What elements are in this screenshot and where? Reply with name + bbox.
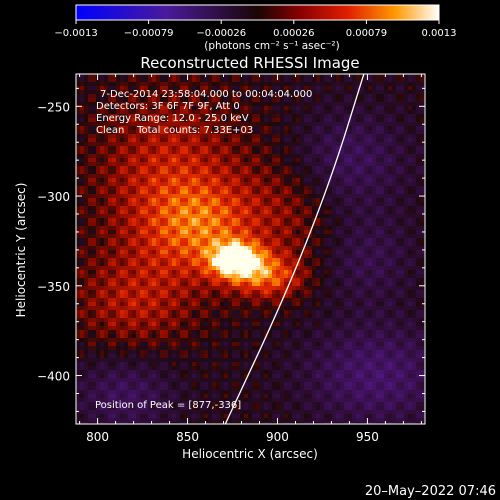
colorbar-tick-label: −0.00026 xyxy=(196,28,246,39)
x-tick-label: 900 xyxy=(266,430,289,444)
colorbar-units-label: (photons cm⁻² s⁻¹ asec⁻²) xyxy=(204,40,339,52)
y-tick-label: −250 xyxy=(37,100,70,114)
render-timestamp: 20–May–2022 07:46 xyxy=(365,484,496,499)
y-tick-label: −350 xyxy=(37,280,70,294)
colorbar-tick-label: 0.00026 xyxy=(273,28,314,39)
annotation-block: 7-Dec-2014 23:58:04.000 to 00:04:04.000 … xyxy=(96,89,312,136)
colorbar-tick-label: −0.0013 xyxy=(54,28,97,39)
annotation-counts: Clean Total counts: 7.33E+03 xyxy=(96,125,253,136)
plot-frame xyxy=(75,73,426,425)
solar-limb-curve xyxy=(224,74,365,424)
y-tick-label: −300 xyxy=(37,190,70,204)
colorbar-tick-label: 0.00079 xyxy=(346,28,387,39)
peak-position-label: Position of Peak = [877,-336] xyxy=(95,400,241,411)
x-tick-label: 950 xyxy=(356,430,379,444)
heatmap-image xyxy=(76,74,425,424)
y-tick-label: −400 xyxy=(37,370,70,384)
x-tick-label: 800 xyxy=(86,430,109,444)
annotation-detectors: Detectors: 3F 6F 7F 9F, Att 0 xyxy=(96,101,240,112)
axis-ticks: 800 850 900 950 −250 −300 −350 −400 xyxy=(37,74,425,444)
annotation-energy: Energy Range: 12.0 - 25.0 keV xyxy=(96,113,249,124)
colorbar: −0.0013 −0.00079 −0.00026 0.00026 0.00079 0.0… xyxy=(54,4,457,52)
plot-area: 800 850 900 950 −250 −300 −350 −400 7-Dec-2014 … xyxy=(37,73,426,444)
annotation-time: 7-Dec-2014 23:58:04.000 to 00:04:04.000 xyxy=(100,89,312,100)
colorbar-tick-label: 0.0013 xyxy=(422,28,457,39)
y-axis-label: Heliocentric Y (arcsec) xyxy=(14,183,28,318)
chart-title: Reconstructed RHESSI Image xyxy=(140,54,359,72)
colorbar-tick-label: −0.00079 xyxy=(124,28,174,39)
colorbar-ticks: −0.0013 −0.00079 −0.00026 0.00026 0.00079 0.0… xyxy=(54,20,457,39)
x-tick-label: 850 xyxy=(176,430,199,444)
colorbar-gradient xyxy=(75,4,440,21)
x-axis-label: Heliocentric X (arcsec) xyxy=(182,447,318,461)
